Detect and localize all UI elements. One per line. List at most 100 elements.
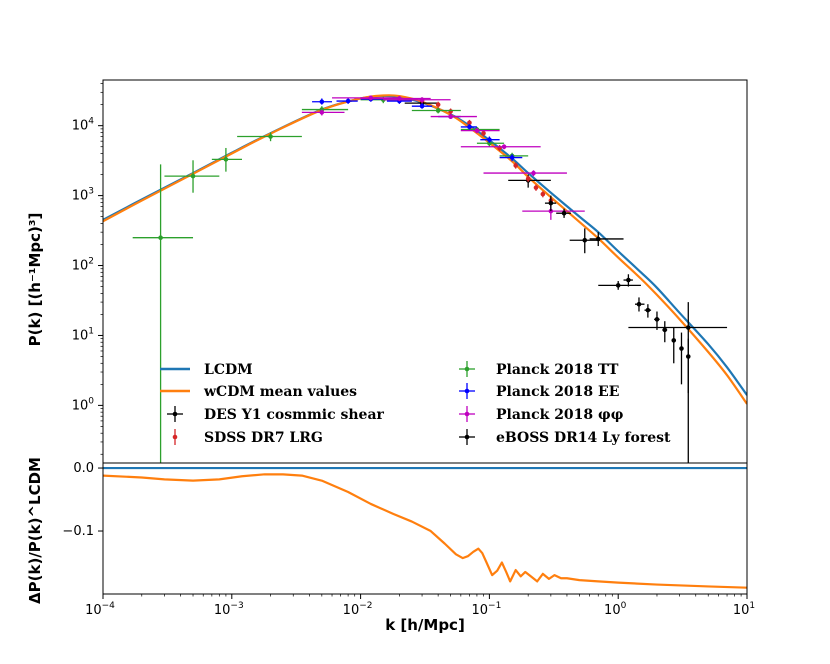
marker [513,163,518,168]
data-point-eboss-dr14-ly-forest [679,332,684,385]
data-point-planck-2018-tt [132,164,194,463]
x-tick-label: 100 [604,601,627,618]
marker [548,200,554,206]
marker [685,325,691,330]
data-point-eboss-dr14-ly-forest [589,232,624,247]
marker [679,346,684,351]
marker [158,235,163,241]
marker [645,307,651,313]
marker [685,354,691,359]
data-point-eboss-dr14-ly-forest [569,228,599,254]
bottom-panel-residual: 0.0 −0.1 10−4 10−3 10−2 10−1 100 101 [62,461,755,618]
bottom-panel-frame [102,462,748,595]
data-point-eboss-dr14-ly-forest [671,327,677,364]
legend-label: LCDM [204,362,253,378]
marker [561,210,567,216]
data-point-eboss-dr14-ly-forest [662,321,668,343]
marker [487,137,492,143]
y-tick-label: −0.1 [62,524,94,539]
marker [319,99,325,105]
data-point-sdss-dr7-lrg [533,184,539,191]
data-point-eboss-dr14-ly-forest [654,311,660,330]
legend-swatch [459,383,475,399]
legend-label: SDSS DR7 LRG [204,430,323,446]
y-tick-label: 100 [72,396,95,413]
data-point-eboss-dr14-ly-forest [544,195,557,212]
marker [467,120,472,126]
marker [419,103,425,109]
marker [448,109,453,114]
x-tick-label: 10−4 [85,601,115,618]
y-tick-label: 104 [72,117,95,134]
marker [662,327,668,333]
data-point-planck-2018 [483,170,567,177]
legend-item-planck-2018-ee: Planck 2018 EE [459,383,619,400]
data-point-planck-2018-ee [480,136,500,143]
marker [419,97,425,103]
series-eboss-dr14-ly-forest [544,195,691,394]
data-point-planck-2018-ee [460,124,477,130]
legend-swatch [167,406,183,422]
x-tick-label: 10−1 [471,601,501,618]
data-point-planck-2018-tt [211,147,242,172]
data-point-eboss-dr14-ly-forest [685,338,691,394]
data-point-planck-2018 [430,114,477,119]
x-axis-label: k [h/Mpc] [385,616,465,634]
data-point-eboss-dr14-ly-forest [556,208,571,218]
marker [595,236,601,242]
data-point-eboss-dr14-ly-forest [598,281,641,290]
data-point-planck-2018-ee [336,97,358,104]
legend-item-planck-2018: Planck 2018 φφ [459,406,623,423]
marker [540,191,546,197]
legend-label: wCDM mean values [203,384,357,400]
marker [435,102,441,107]
marker [615,283,621,288]
series-planck-2018 [301,95,585,220]
data-point-planck-2018-tt [411,107,461,114]
marker [435,108,441,113]
marker [582,237,588,243]
data-point-sdss-dr7-lrg [525,175,531,182]
marker [190,173,196,179]
data-point-planck-2018-ee [312,98,333,105]
legend: LCDM wCDM mean values DES Y1 cosmmic shear… [160,361,671,446]
data-point-planck-2018-tt [476,140,505,147]
series-line-lcdm [103,94,747,396]
marker [319,110,325,115]
legend-item-lcdm: LCDM [160,362,253,378]
data-point-eboss-dr14-ly-forest [623,274,633,287]
data-point-planck-2018-tt [164,160,220,193]
marker [474,128,480,133]
data-point-sdss-dr7-lrg [435,101,441,108]
marker [525,176,531,181]
legend-item-wcdm-mean-values: wCDM mean values [160,384,357,400]
marker [654,317,660,322]
top-y-axis-label: P(k) [(h⁻¹Mpc)³] [26,213,44,347]
y-tick-label: 0.0 [73,461,94,476]
legend-swatch [172,429,178,445]
legend-item-des-y1-cosmmic-shear: DES Y1 cosmmic shear [167,406,385,423]
series-line-wcdm-mean-values [103,94,747,405]
marker [345,98,351,104]
legend-swatch [459,429,475,445]
data-point-eboss-dr14-ly-forest [644,304,652,318]
data-point-planck-2018-ee [411,103,433,109]
x-tick-label: 101 [733,601,755,618]
series-line-wcdm-relative-difference [103,473,747,589]
x-tick-label: 10−3 [214,601,244,618]
marker [626,277,631,283]
marker [509,155,515,160]
legend-label: Planck 2018 EE [496,384,619,400]
marker [487,140,492,146]
marker [268,134,273,139]
marker [533,185,539,190]
marker [531,170,536,176]
marker [671,338,677,343]
legend-item-sdss-dr7-lrg: SDSS DR7 LRG [172,429,323,446]
legend-item-eboss-dr14-ly-forest: eBOSS DR14 Ly forest [459,429,671,446]
y-tick-label: 101 [72,326,94,343]
legend-label: DES Y1 cosmmic shear [204,407,385,423]
marker [223,157,229,162]
marker [448,114,453,119]
